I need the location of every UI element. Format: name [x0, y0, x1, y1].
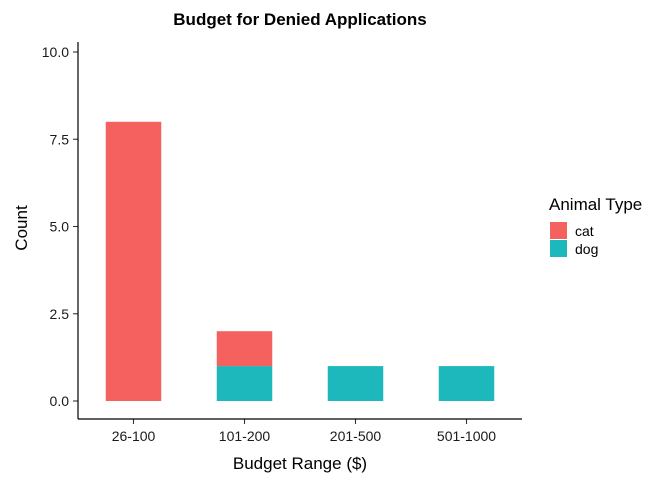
bar-dog-101-200: [216, 366, 273, 401]
x-tick-label: 501-1000: [437, 428, 496, 444]
x-axis-ticks: 26-100 101-200 201-500 501-1000: [112, 419, 496, 444]
y-tick-label: 10.0: [42, 44, 69, 60]
bar-cat-101-200: [216, 331, 273, 367]
y-tick-label: 5.0: [50, 219, 70, 235]
y-axis-ticks: 0.0 2.5 5.0 7.5 10.0: [42, 44, 78, 409]
legend-label-cat: cat: [575, 223, 594, 239]
y-axis-title: Count: [12, 205, 31, 251]
y-tick-label: 2.5: [50, 306, 70, 322]
legend-swatch-cat: [550, 222, 567, 239]
chart-title: Budget for Denied Applications: [173, 10, 426, 29]
legend-title: Animal Type: [549, 195, 642, 214]
bar-dog-201-500: [327, 366, 384, 401]
x-tick-label: 101-200: [219, 428, 271, 444]
bar-dog-501-1000: [438, 366, 495, 401]
legend-label-dog: dog: [575, 241, 598, 257]
bar-cat-26-100: [105, 121, 162, 402]
legend-swatch-dog: [550, 240, 567, 257]
legend: Animal Type cat dog: [549, 195, 642, 257]
y-tick-label: 7.5: [50, 131, 70, 147]
x-tick-label: 26-100: [112, 428, 156, 444]
x-tick-label: 201-500: [330, 428, 382, 444]
bars-layer: [105, 121, 495, 402]
x-axis-title: Budget Range ($): [233, 454, 367, 473]
y-tick-label: 0.0: [50, 393, 70, 409]
